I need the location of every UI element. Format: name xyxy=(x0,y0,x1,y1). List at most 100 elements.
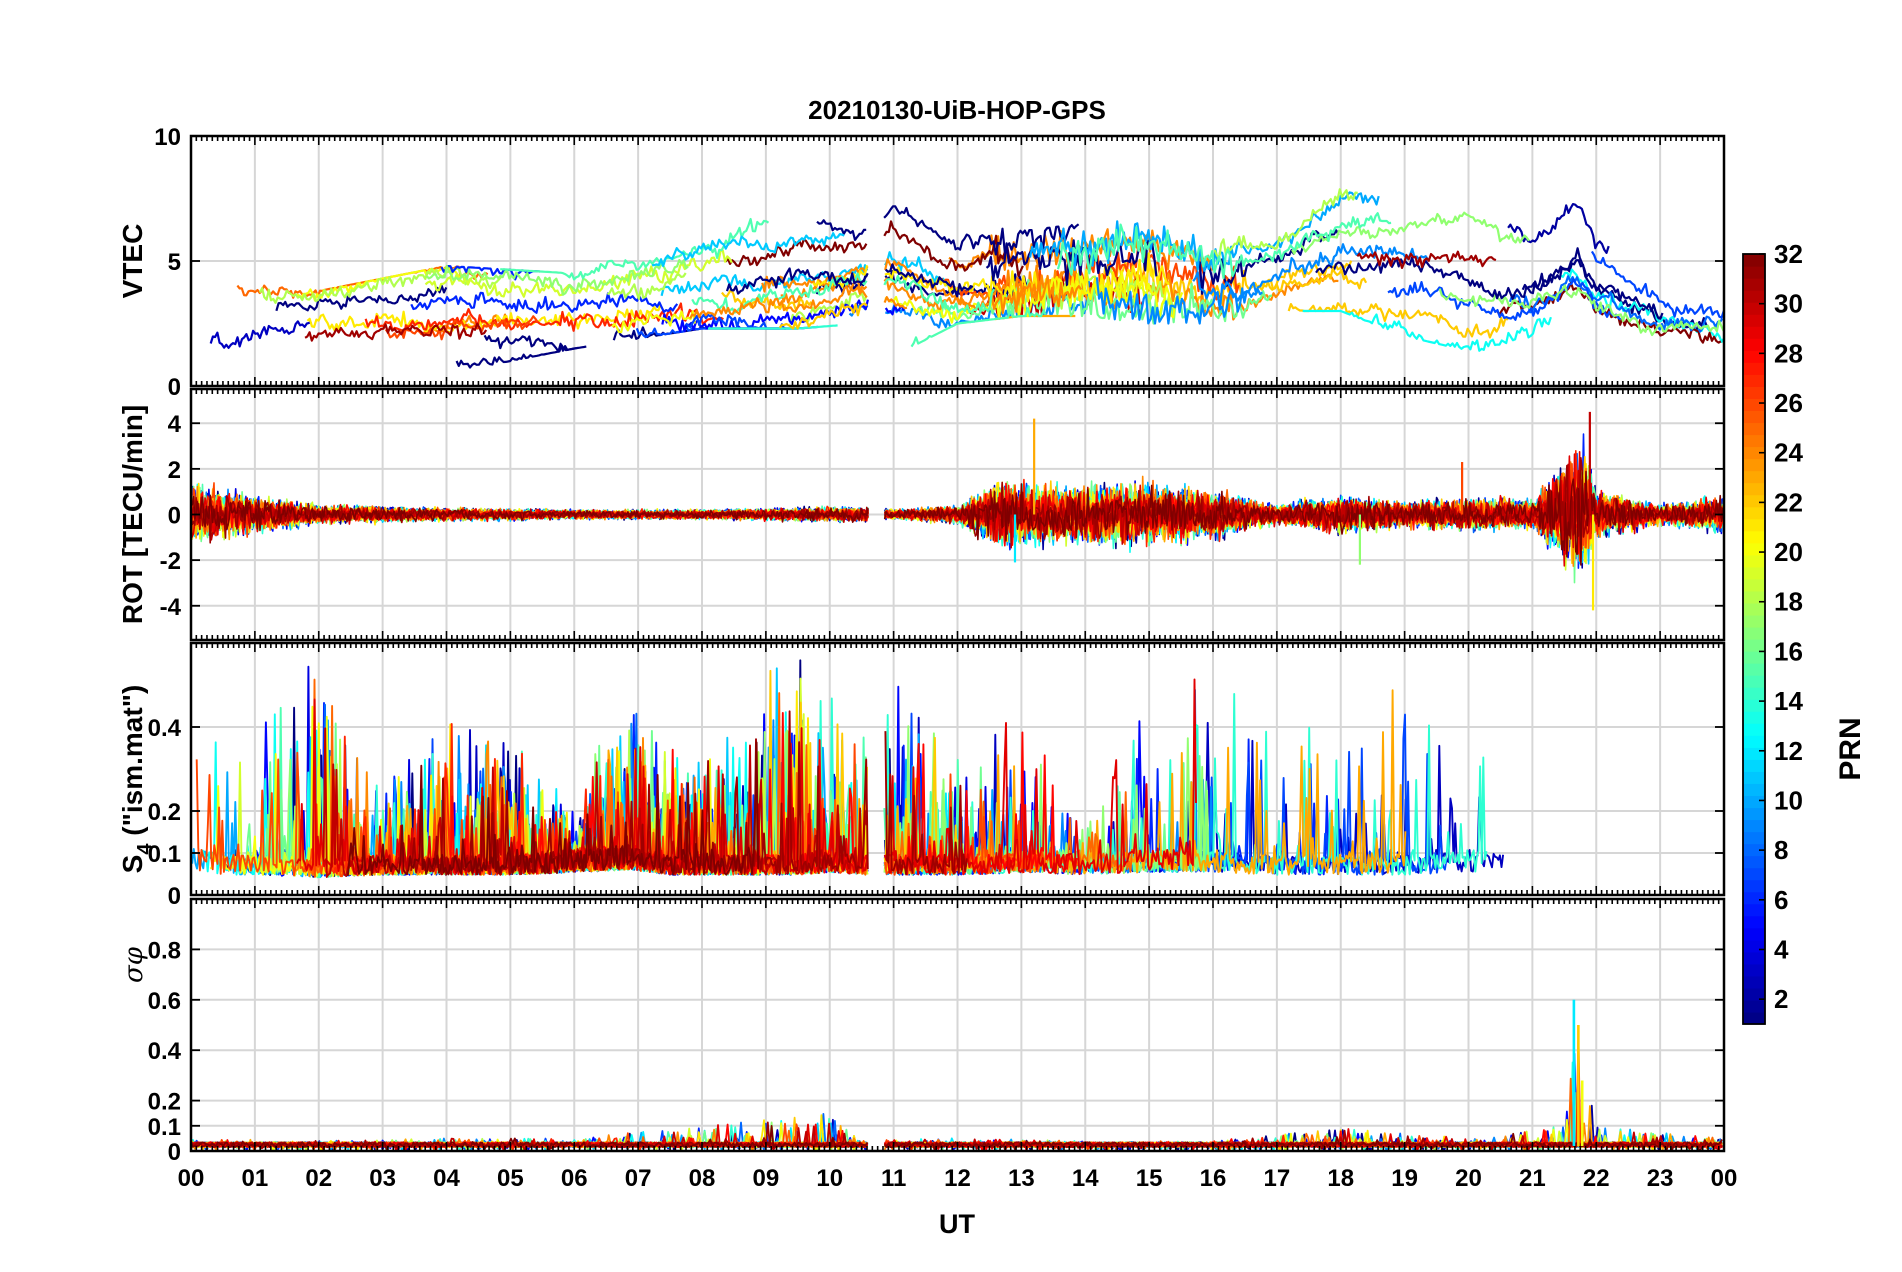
x-tick-label: 09 xyxy=(753,1165,780,1192)
y-axis-label-main: S xyxy=(117,855,148,874)
colorbar-swatch xyxy=(1743,807,1765,821)
vtec-trace xyxy=(483,334,577,353)
colorbar-swatch xyxy=(1743,939,1765,953)
y-tick-label: 0 xyxy=(168,374,181,401)
vtec-trace xyxy=(611,310,696,334)
colorbar-tick-label: 8 xyxy=(1774,835,1788,865)
y-tick-label: 0 xyxy=(168,1139,181,1166)
panel-vtec: 0 5 10 VTEC xyxy=(117,124,1726,401)
panel-sigma_phi: 00.10.2 0.4 0.6 0.8σφ xyxy=(119,897,1726,1166)
colorbar-swatch xyxy=(1743,915,1765,929)
vtec-trace xyxy=(652,232,845,268)
ticks xyxy=(190,899,1725,1152)
x-tick-label: 07 xyxy=(625,1165,652,1192)
colorbar-swatch xyxy=(1743,446,1765,460)
colorbar-swatch xyxy=(1743,879,1765,893)
colorbar-tick-label: 24 xyxy=(1774,438,1803,468)
vtec-trace xyxy=(304,322,488,342)
vtec-trace xyxy=(384,315,539,341)
colorbar-swatch xyxy=(1743,458,1765,472)
vtec-trace xyxy=(1302,309,1552,352)
colorbar-swatch xyxy=(1743,470,1765,484)
colorbar-tick-label: 16 xyxy=(1774,636,1803,666)
colorbar-swatch xyxy=(1743,903,1765,917)
x-tick-label: 19 xyxy=(1391,1165,1418,1192)
y-tick-label: 0 xyxy=(168,503,181,530)
colorbar-swatch xyxy=(1743,398,1765,412)
colorbar-swatch xyxy=(1743,963,1765,977)
vtec-trace xyxy=(424,249,733,298)
vtec-trace xyxy=(918,278,1273,325)
colorbar-swatch xyxy=(1743,675,1765,688)
panel-rot: -4 -2 0 2 4 ROT [TECU/min] xyxy=(117,387,1726,642)
colorbar-swatch xyxy=(1743,350,1765,363)
colorbar-swatch xyxy=(1743,795,1765,809)
colorbar-swatch xyxy=(1743,843,1765,857)
y-axis-label: S4 ("ism.mat") xyxy=(117,685,156,874)
x-tick-label: 10 xyxy=(816,1165,843,1192)
colorbar-tick-label: 22 xyxy=(1774,487,1803,517)
y-tick-label: 4 xyxy=(168,411,182,438)
y-axis-label-rest: ("ism.mat") xyxy=(117,685,148,844)
colorbar-swatch xyxy=(1743,494,1765,508)
colorbar-swatch xyxy=(1743,302,1765,315)
colorbar-tick-label: 28 xyxy=(1774,338,1803,368)
colorbar-swatch xyxy=(1743,590,1765,604)
colorbar-swatch xyxy=(1743,999,1765,1013)
y-axis-label: σφ xyxy=(119,946,149,983)
colorbar-swatch xyxy=(1743,771,1765,784)
x-tick-label: 08 xyxy=(689,1165,716,1192)
y-tick-label: -4 xyxy=(160,594,182,621)
colorbar-tick-label: 6 xyxy=(1774,885,1788,915)
vtec-trace xyxy=(275,284,448,312)
x-tick-label: 23 xyxy=(1647,1165,1674,1192)
x-tick-label: 18 xyxy=(1327,1165,1354,1192)
vtec-trace xyxy=(689,285,908,320)
y-tick-label: 2 xyxy=(168,457,181,484)
vtec-trace xyxy=(606,272,687,300)
colorbar-tick-label: 4 xyxy=(1774,934,1789,964)
vtec-trace xyxy=(724,220,1024,277)
colorbar-swatch xyxy=(1743,855,1765,869)
colorbar-swatch xyxy=(1743,614,1765,628)
vtec-trace xyxy=(816,205,1080,256)
vtec-trace xyxy=(1213,188,1358,260)
x-tick-label: 17 xyxy=(1264,1165,1291,1192)
colorbar-swatch xyxy=(1743,975,1765,989)
colorbar-swatch xyxy=(1743,759,1765,772)
rot-trace xyxy=(191,470,1724,566)
panel-s4: 00.10.20.4S4 ("ism.mat") xyxy=(117,641,1726,910)
vtec-trace xyxy=(884,270,1184,324)
colorbar-tick-label: 32 xyxy=(1774,239,1803,269)
x-tick-label: 05 xyxy=(497,1165,524,1192)
colorbar-swatch xyxy=(1743,639,1765,652)
grid xyxy=(191,899,1724,1151)
vtec-trace xyxy=(1590,250,1724,319)
vtec-trace xyxy=(1095,277,1263,325)
vtec-trace xyxy=(1387,278,1622,321)
y-tick-label: 0 xyxy=(168,883,181,910)
y-tick-label: 0.1 xyxy=(148,841,181,868)
y-tick-label: 10 xyxy=(154,124,181,151)
vtec-trace xyxy=(1255,267,1368,294)
ticks xyxy=(190,135,1725,387)
traces xyxy=(191,999,1723,1151)
y-tick-label: -2 xyxy=(160,548,181,575)
colorbar-swatch xyxy=(1743,891,1765,905)
colorbar-swatch xyxy=(1743,314,1765,327)
colorbar-swatch xyxy=(1743,566,1765,580)
x-tick-label: 01 xyxy=(242,1165,269,1192)
x-tick-label: 15 xyxy=(1136,1165,1163,1192)
colorbar-swatch xyxy=(1743,735,1765,748)
colorbar-swatch xyxy=(1743,326,1765,339)
colorbar-swatch xyxy=(1743,687,1765,700)
colorbar-swatch xyxy=(1743,699,1765,712)
x-tick-label: 14 xyxy=(1072,1165,1099,1192)
colorbar-tick-label: 26 xyxy=(1774,388,1803,418)
y-tick-label: 0.6 xyxy=(148,988,181,1015)
grid xyxy=(191,136,1724,386)
vtec-trace xyxy=(209,320,312,349)
colorbar-tick-label: 18 xyxy=(1774,587,1803,617)
colorbar-swatch xyxy=(1743,386,1765,399)
